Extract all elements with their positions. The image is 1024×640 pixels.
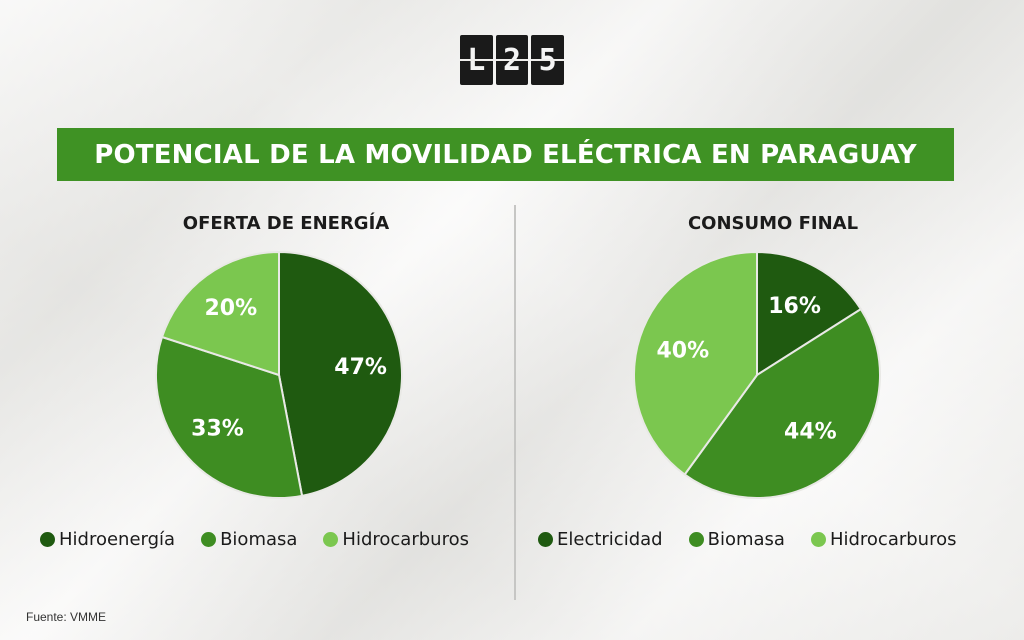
chart-title-consumo: CONSUMO FINAL [687, 213, 859, 234]
legend-label: Electricidad [557, 529, 663, 550]
pie-data-label: 40% [656, 338, 709, 363]
divider [514, 205, 516, 600]
legend-oferta: Hidroenergía Biomasa Hidrocarburos [40, 529, 469, 550]
pie-data-label: 16% [768, 294, 821, 319]
pie-chart-consumo: 16% 44% 40% [633, 250, 881, 499]
legend-swatch [538, 532, 553, 547]
source-note: Fuente: VMME [26, 610, 107, 624]
pie-data-label: 33% [191, 417, 244, 442]
legend-item: Hidrocarburos [323, 529, 469, 550]
pie-slice-biomasa [683, 307, 881, 499]
pie-chart-oferta: 47% 33% 20% [155, 250, 403, 499]
legend-item: Electricidad [538, 529, 663, 550]
legend-item: Hidrocarburos [810, 529, 957, 550]
pie-data-label: 20% [204, 296, 257, 321]
page-title: POTENCIAL DE LA MOVILIDAD ELÉCTRICA EN P… [57, 128, 954, 181]
legend-swatch [810, 532, 826, 547]
legend-item: Biomasa [201, 529, 297, 550]
legend-label: Biomasa [220, 529, 298, 550]
pie-slice-hidrocarburos [160, 250, 280, 377]
legend-label: Hidrocarburos [829, 529, 957, 550]
legend-swatch [201, 532, 217, 547]
legend-swatch [688, 532, 704, 547]
logo-digit: 2 [495, 35, 529, 85]
legend-consumo: Electricidad Biomasa Hidrocarburos [538, 529, 956, 550]
legend-swatch [323, 532, 339, 547]
legend-label: Hidrocarburos [342, 529, 469, 550]
pie-data-label: 47% [334, 355, 387, 380]
pie-slice-hidroenergía [278, 250, 403, 497]
pie-slice-electricidad [756, 250, 863, 377]
legend-item: Biomasa [688, 529, 785, 550]
legend-label: Hidroenergía [59, 529, 176, 550]
legend-swatch [40, 532, 55, 547]
logo-letter: L [460, 35, 493, 85]
logo: L 2 5 [460, 35, 565, 85]
chart-title-oferta: OFERTA DE ENERGÍA [182, 213, 390, 234]
legend-label: Biomasa [707, 529, 785, 550]
pie-slice-hidrocarburos [633, 250, 758, 476]
legend-item: Hidroenergía [40, 529, 175, 550]
logo-digit: 5 [531, 35, 565, 85]
pie-slice-biomasa [155, 335, 304, 499]
pie-data-label: 44% [784, 419, 837, 444]
